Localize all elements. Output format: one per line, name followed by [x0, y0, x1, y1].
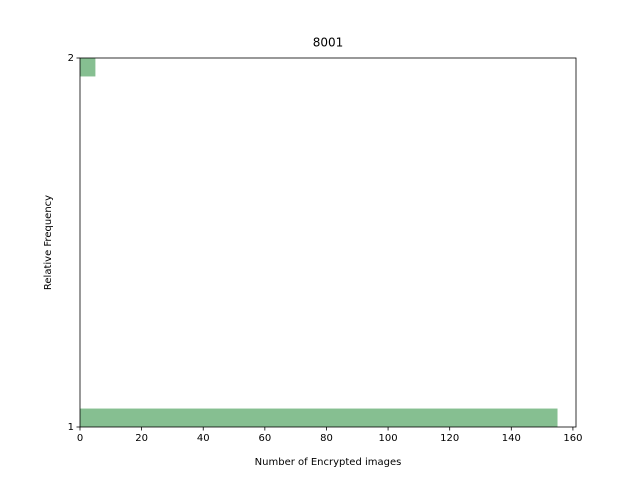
bar [80, 408, 558, 427]
x-tick-label: 160 [563, 433, 582, 444]
x-tick-label: 0 [77, 433, 83, 444]
x-axis-label: Number of Encrypted images [255, 457, 402, 468]
y-tick-label: 1 [68, 422, 74, 433]
x-tick-label: 140 [502, 433, 521, 444]
x-tick-label: 40 [197, 433, 210, 444]
bar [80, 58, 96, 77]
y-tick-label: 2 [68, 53, 74, 64]
x-tick-label: 120 [440, 433, 459, 444]
y-axis-label: Relative Frequency [43, 195, 54, 290]
x-tick-label: 100 [379, 433, 398, 444]
plot-frame [79, 57, 577, 428]
x-tick-label: 20 [135, 433, 148, 444]
chart-title: 8001 [313, 36, 344, 50]
x-tick-label: 80 [320, 433, 333, 444]
x-tick-label: 60 [258, 433, 271, 444]
